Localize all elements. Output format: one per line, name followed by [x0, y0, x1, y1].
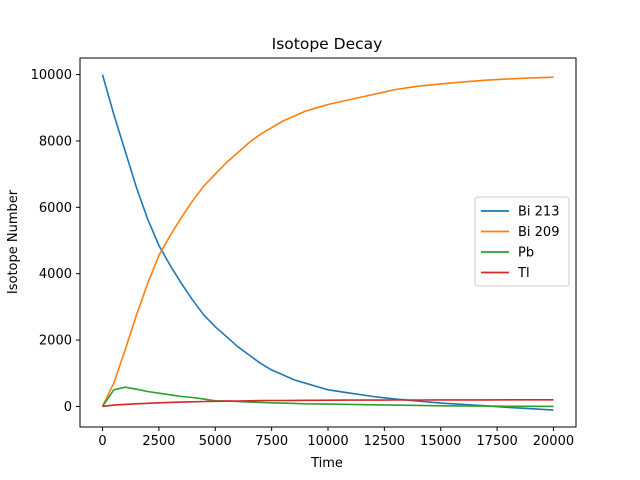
y-tick-label: 2000 — [39, 334, 72, 349]
legend-box — [474, 196, 570, 287]
chart-title: Isotope Decay — [272, 35, 383, 53]
x-tick-label: 20000 — [533, 434, 574, 449]
series-line-3 — [102, 398, 554, 408]
x-axis-label: Time — [310, 456, 343, 471]
legend-label-2: Pb — [518, 246, 534, 261]
y-axis-label: Isotope Number — [6, 189, 21, 294]
y-tick-label: 0 — [64, 400, 72, 415]
series-line-2 — [101, 386, 554, 408]
x-tick-label: 10000 — [307, 434, 348, 449]
plot-area: 0 2500 5000 7500 10000 12500 15000 17500 20000 0 2… — [31, 57, 577, 449]
x-tick-label: 17500 — [476, 434, 517, 449]
x-tick-label: 15000 — [420, 434, 461, 449]
series-line-0 — [101, 74, 554, 411]
legend: Bi 213 Bi 209 Pb Tl — [474, 196, 570, 287]
y-tick-label: 8000 — [39, 134, 72, 149]
y-tick-label: 10000 — [31, 68, 72, 83]
x-tick-label: 0 — [98, 434, 106, 449]
x-tick-label: 12500 — [364, 434, 405, 449]
y-tick-label: 6000 — [39, 201, 72, 216]
legend-label-1: Bi 209 — [518, 225, 559, 240]
legend-label-3: Tl — [517, 266, 530, 281]
x-tick-label: 2500 — [142, 434, 175, 449]
x-tick-label: 7500 — [255, 434, 288, 449]
series-line-1 — [101, 76, 554, 407]
x-tick-label: 5000 — [199, 434, 232, 449]
y-tick-label: 4000 — [39, 267, 72, 282]
legend-label-0: Bi 213 — [518, 205, 559, 220]
